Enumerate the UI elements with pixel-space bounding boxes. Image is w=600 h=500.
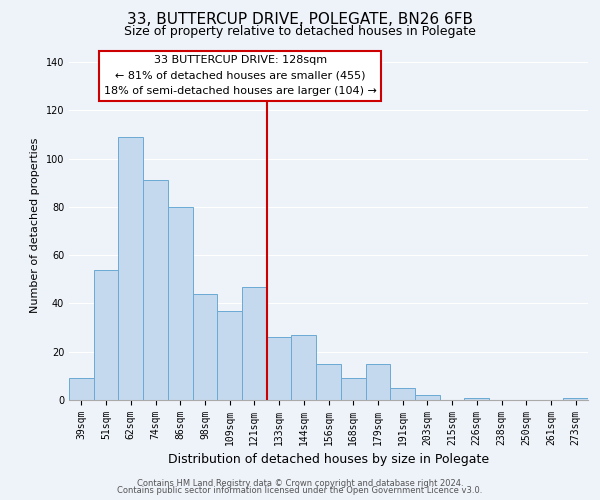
Bar (365, 364, 390, 400)
Bar (242, 286, 267, 400)
Bar (316, 364, 341, 400)
Text: 33, BUTTERCUP DRIVE, POLEGATE, BN26 6FB: 33, BUTTERCUP DRIVE, POLEGATE, BN26 6FB (127, 12, 473, 28)
Bar (94, 270, 118, 400)
Bar (143, 180, 168, 400)
Text: Contains public sector information licensed under the Open Government Licence v3: Contains public sector information licen… (118, 486, 482, 495)
Bar (69, 378, 94, 400)
Bar (217, 310, 242, 400)
Text: Contains HM Land Registry data © Crown copyright and database right 2024.: Contains HM Land Registry data © Crown c… (137, 478, 463, 488)
Bar (168, 207, 193, 400)
X-axis label: Distribution of detached houses by size in Polegate: Distribution of detached houses by size … (168, 454, 489, 466)
Bar (390, 388, 415, 400)
Bar (464, 398, 489, 400)
Bar (292, 335, 316, 400)
Bar (193, 294, 217, 400)
Bar (267, 337, 292, 400)
Text: 33 BUTTERCUP DRIVE: 128sqm
← 81% of detached houses are smaller (455)
18% of sem: 33 BUTTERCUP DRIVE: 128sqm ← 81% of deta… (104, 56, 377, 96)
Bar (341, 378, 365, 400)
Text: Size of property relative to detached houses in Polegate: Size of property relative to detached ho… (124, 25, 476, 38)
Bar (118, 137, 143, 400)
Bar (563, 398, 588, 400)
Y-axis label: Number of detached properties: Number of detached properties (30, 138, 40, 312)
Bar (415, 395, 440, 400)
